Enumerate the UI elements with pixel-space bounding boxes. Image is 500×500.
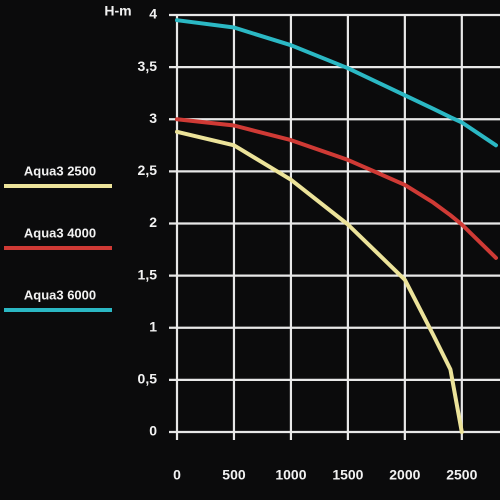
y-tick-label: 3,5 [138,58,158,74]
legend-label: Aqua3 2500 [24,163,96,178]
series-line [175,117,498,260]
x-tick-label: 2000 [389,467,420,483]
y-tick-label: 0,5 [138,371,158,387]
y-tick-label: 1,5 [138,266,158,282]
x-tick-label: 0 [173,467,181,483]
x-tick-label: 1500 [332,467,363,483]
y-axis-label: H-m [104,3,131,19]
y-tick-label: 2 [149,214,157,230]
y-tick-label: 3 [149,110,157,126]
x-tick-label: 500 [222,467,246,483]
y-tick-label: 1 [149,318,157,334]
y-tick-label: 4 [149,6,157,22]
x-tick-label: 1000 [275,467,306,483]
series-line [175,129,464,434]
series-line [175,18,498,148]
y-tick-label: 0 [149,423,157,439]
y-tick-label: 2,5 [138,162,158,178]
legend-label: Aqua3 6000 [24,287,96,302]
x-tick-label: 2500 [446,467,477,483]
legend-label: Aqua3 4000 [24,225,96,240]
